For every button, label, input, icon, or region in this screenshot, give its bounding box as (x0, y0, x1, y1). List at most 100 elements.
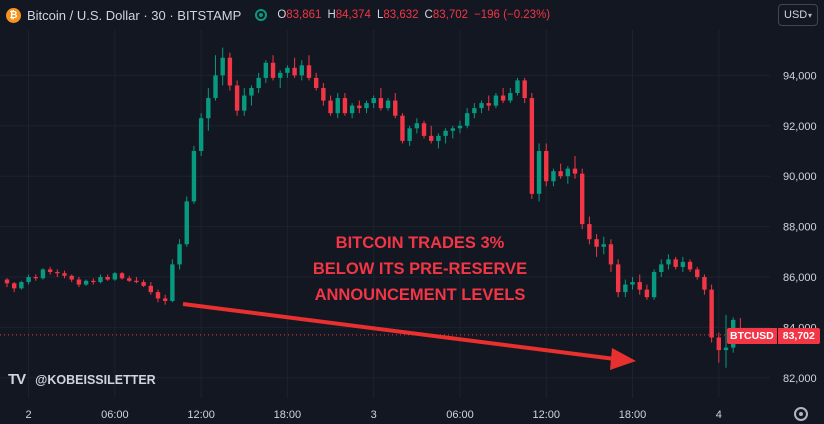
price-tick-label: 86,000 (783, 272, 817, 284)
candle-body (198, 118, 204, 151)
candle (436, 133, 441, 149)
candle-body (536, 150, 542, 194)
market-status-icon[interactable] (255, 9, 268, 21)
candle (198, 113, 204, 157)
candle-body (148, 285, 153, 293)
candle-body (11, 283, 17, 289)
candle-body (364, 103, 369, 109)
candle-body (457, 125, 463, 129)
candle (155, 289, 161, 303)
candle-body (493, 95, 499, 106)
time-tick-label: 18:00 (619, 409, 647, 421)
candle-body (472, 108, 477, 114)
candle-body (4, 279, 10, 284)
candle (4, 278, 10, 288)
high-value: 84,374 (335, 9, 371, 21)
candle-body (464, 113, 470, 126)
candle (342, 93, 348, 116)
gear-icon[interactable] (794, 407, 808, 421)
candle-body (443, 130, 448, 136)
candle (536, 143, 542, 202)
candle-body (572, 168, 578, 174)
candle-body (270, 62, 276, 78)
candle-body (177, 244, 182, 265)
candle-body (580, 173, 585, 225)
price-tag-value: 83,702 (777, 328, 820, 344)
candle-body (400, 115, 405, 141)
candle-body (414, 123, 420, 129)
candle (234, 80, 240, 116)
candle (558, 163, 563, 179)
candles (4, 47, 743, 368)
candle (285, 65, 290, 78)
candle (500, 87, 506, 104)
candle-body (615, 264, 621, 293)
candle-body (630, 282, 635, 285)
candle (464, 108, 470, 129)
candle (357, 100, 362, 114)
close-value: 83,702 (432, 9, 469, 21)
candle (493, 93, 499, 109)
candle (119, 271, 125, 280)
symbol-title[interactable]: Bitcoin / U.S. Dollar · 30 · BITSTAMP (27, 7, 242, 23)
candle (644, 284, 650, 300)
candle (206, 87, 211, 131)
candle-body (285, 67, 290, 73)
open-label: O (277, 9, 287, 21)
candle-body (522, 80, 527, 99)
candle-body (486, 103, 491, 106)
candle (587, 216, 592, 245)
candle-body (40, 269, 46, 279)
close-label: C (424, 9, 433, 21)
candle (551, 168, 556, 187)
chart-header: ₿ Bitcoin / U.S. Dollar · 30 · BITSTAMP … (6, 5, 550, 25)
time-tick-label: 12:00 (187, 409, 215, 421)
candle (457, 120, 463, 134)
time-tick-label: 2 (26, 409, 32, 421)
candle (105, 274, 110, 281)
candle-body (69, 275, 74, 280)
candle-body (385, 100, 391, 109)
time-axis: 2 06:00 12:00 18:00 3 06:00 12:00 18:00 4 (26, 409, 722, 421)
candle-body (249, 87, 254, 96)
candle (702, 274, 707, 295)
candle-body (479, 103, 484, 109)
candle (40, 268, 46, 280)
candle-body (673, 259, 678, 267)
candle (522, 77, 527, 104)
candle-body (716, 337, 722, 351)
candle-body (659, 264, 664, 272)
candle-body (234, 85, 240, 111)
change-value: −196 (−0.23%) (474, 9, 551, 21)
candle-body (321, 87, 326, 101)
annotation-line: BELOW ITS PRE-RESERVE (312, 260, 528, 278)
candle-body (687, 261, 693, 270)
candle (11, 282, 17, 293)
candle (695, 266, 700, 280)
candle-body (162, 298, 168, 301)
price-tick-label: 90,000 (783, 171, 817, 183)
high-label: H (327, 9, 336, 21)
annotation-arrow (182, 302, 636, 370)
candle (76, 277, 82, 288)
candle (371, 95, 376, 109)
candle-body (709, 289, 714, 338)
candle-body (436, 135, 441, 141)
tradingview-logo-icon: TV (8, 371, 26, 388)
candle-body (637, 282, 642, 290)
candle (184, 196, 189, 247)
candle (580, 168, 585, 230)
brand-watermark: TV @KOBEISSILETTER (8, 371, 156, 388)
annotation-line: BITCOIN TRADES 3% (335, 234, 505, 252)
candle (544, 143, 549, 187)
candle (263, 60, 269, 83)
annotation-line: ANNOUNCEMENT LEVELS (314, 286, 526, 304)
candle (62, 270, 67, 279)
candle-body (105, 277, 110, 280)
bitcoin-logo-icon: ₿ (6, 7, 21, 23)
candle (91, 278, 96, 285)
candle-body (47, 269, 53, 272)
candle-body (119, 273, 125, 279)
currency-button[interactable]: USD ▾ (778, 4, 818, 26)
